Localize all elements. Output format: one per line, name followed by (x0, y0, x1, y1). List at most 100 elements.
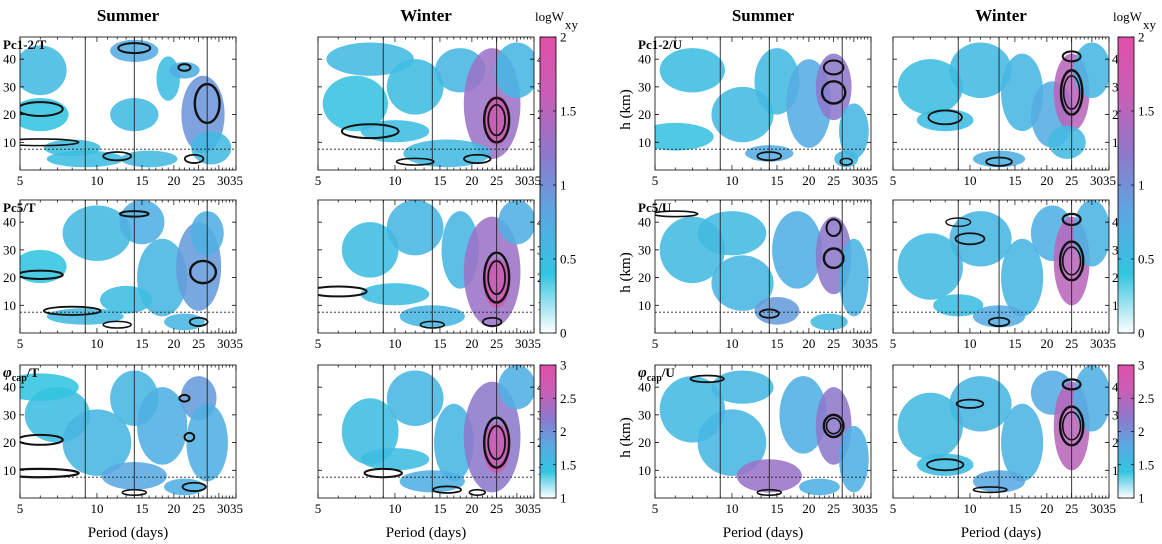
x-tick-label: 10 (963, 173, 976, 188)
x-tick-label: 25 (192, 336, 205, 351)
power-region (916, 453, 974, 476)
significance-contour (463, 153, 492, 164)
power-region (341, 398, 399, 465)
x-tick-label: 15 (433, 501, 446, 516)
x-tick-label: 3035 (852, 173, 878, 188)
colorbar-title-subscript: xy (565, 17, 579, 32)
power-region (1073, 200, 1109, 267)
x-tick-label: 20 (465, 501, 478, 516)
panel-frame (19, 36, 237, 171)
y-tick-label: 30 (638, 407, 651, 422)
significance-contour (822, 247, 845, 270)
significance-contour (20, 101, 64, 117)
panel-content (318, 37, 534, 170)
significance-contour (689, 374, 725, 384)
x-tick-label: 20 (802, 501, 815, 516)
significance-contour (972, 486, 1008, 494)
row-label: φcap/T (3, 365, 39, 384)
y-axis-label: h (km) (618, 252, 634, 292)
power-region (498, 200, 534, 245)
y-tick-label: 40 (3, 215, 16, 230)
power-region (779, 376, 827, 454)
y-tick-label: 20 (3, 107, 16, 122)
y-tick-label: 20 (638, 270, 651, 285)
power-region (897, 233, 963, 300)
y-tick-label: 30 (638, 79, 651, 94)
significance-contour (188, 259, 218, 285)
panel-frame (19, 364, 237, 499)
x-tick-label: 15 (135, 336, 148, 351)
y-tick-label: 10 (3, 135, 16, 150)
colorbar-tick-label: 1.5 (560, 104, 576, 119)
colorbar-tick-label: 2 (560, 30, 567, 45)
x-tick-label: 25 (490, 501, 503, 516)
row-label-subscript: cap (12, 373, 27, 384)
colorbar-tick-label: 1 (560, 178, 567, 193)
x-tick-label: 5 (17, 173, 24, 188)
panel-content (655, 200, 871, 333)
significance-contour (927, 109, 963, 126)
row-label-symbol: φ (3, 365, 12, 381)
power-region (916, 109, 974, 132)
significance-contour (395, 157, 435, 166)
y-tick-label: 20 (638, 107, 651, 122)
significance-contour (954, 232, 986, 246)
significance-contour (102, 151, 133, 162)
y-tick-label: 10 (3, 298, 16, 313)
power-region (43, 139, 101, 157)
colorbar-title-subscript: xy (1143, 17, 1157, 32)
power-region (191, 131, 232, 165)
y-tick-label: 30 (638, 242, 651, 257)
row-label-symbol: φ (638, 365, 647, 381)
y-tick-label: 20 (3, 435, 16, 450)
x-tick-label: 10 (725, 501, 738, 516)
panel-content (318, 200, 534, 333)
significance-contour (481, 316, 503, 327)
x-tick-label: 3035 (1090, 336, 1116, 351)
power-region (810, 313, 848, 331)
colorbar-tick-label: 1 (560, 491, 567, 506)
power-region (697, 409, 767, 476)
panel-r3-c3: 10 20 30 40 5 10 15 20 25 3035 (638, 364, 878, 516)
row-label-subscript: cap (647, 373, 662, 384)
significance-contour (42, 305, 102, 316)
power-region (156, 56, 180, 101)
significance-contour (820, 80, 847, 105)
x-tick-label: 3035 (1090, 501, 1116, 516)
colorbar-tick-label: 0.5 (560, 252, 576, 267)
power-region (949, 376, 1012, 432)
row-label: Pc1-2/U (638, 37, 683, 52)
significance-contour (432, 485, 462, 494)
panel-content (20, 365, 236, 498)
x-tick-label: 15 (433, 173, 446, 188)
colorbar-tick-label: 0 (560, 326, 567, 341)
power-region (99, 285, 153, 314)
x-tick-label: 25 (1065, 173, 1078, 188)
x-tick-label: 15 (433, 336, 446, 351)
x-tick-label: 10 (90, 501, 103, 516)
significance-contour (177, 63, 192, 72)
power-region (1048, 125, 1086, 159)
power-region (341, 222, 399, 278)
y-tick-label: 30 (3, 407, 16, 422)
significance-contour (822, 413, 845, 439)
panel-r1-c3: 10 20 30 40 5 10 15 20 25 3035 (638, 36, 878, 188)
colorbar-tick-label: 2.5 (560, 391, 576, 406)
x-tick-label: 5 (890, 501, 897, 516)
x-tick-label: 25 (490, 336, 503, 351)
significance-contour (825, 218, 842, 238)
power-region (711, 370, 774, 404)
colorbar-tick-label: 1 (1138, 491, 1145, 506)
power-region (20, 373, 79, 402)
x-tick-label: 3035 (217, 173, 243, 188)
row-label: Pc5/U (638, 200, 672, 215)
power-region (772, 211, 823, 289)
x-tick-label: 5 (315, 173, 322, 188)
significance-contour (20, 269, 64, 280)
x-tick-label: 10 (725, 336, 738, 351)
power-region (799, 478, 840, 496)
x-tick-label: 10 (90, 173, 103, 188)
